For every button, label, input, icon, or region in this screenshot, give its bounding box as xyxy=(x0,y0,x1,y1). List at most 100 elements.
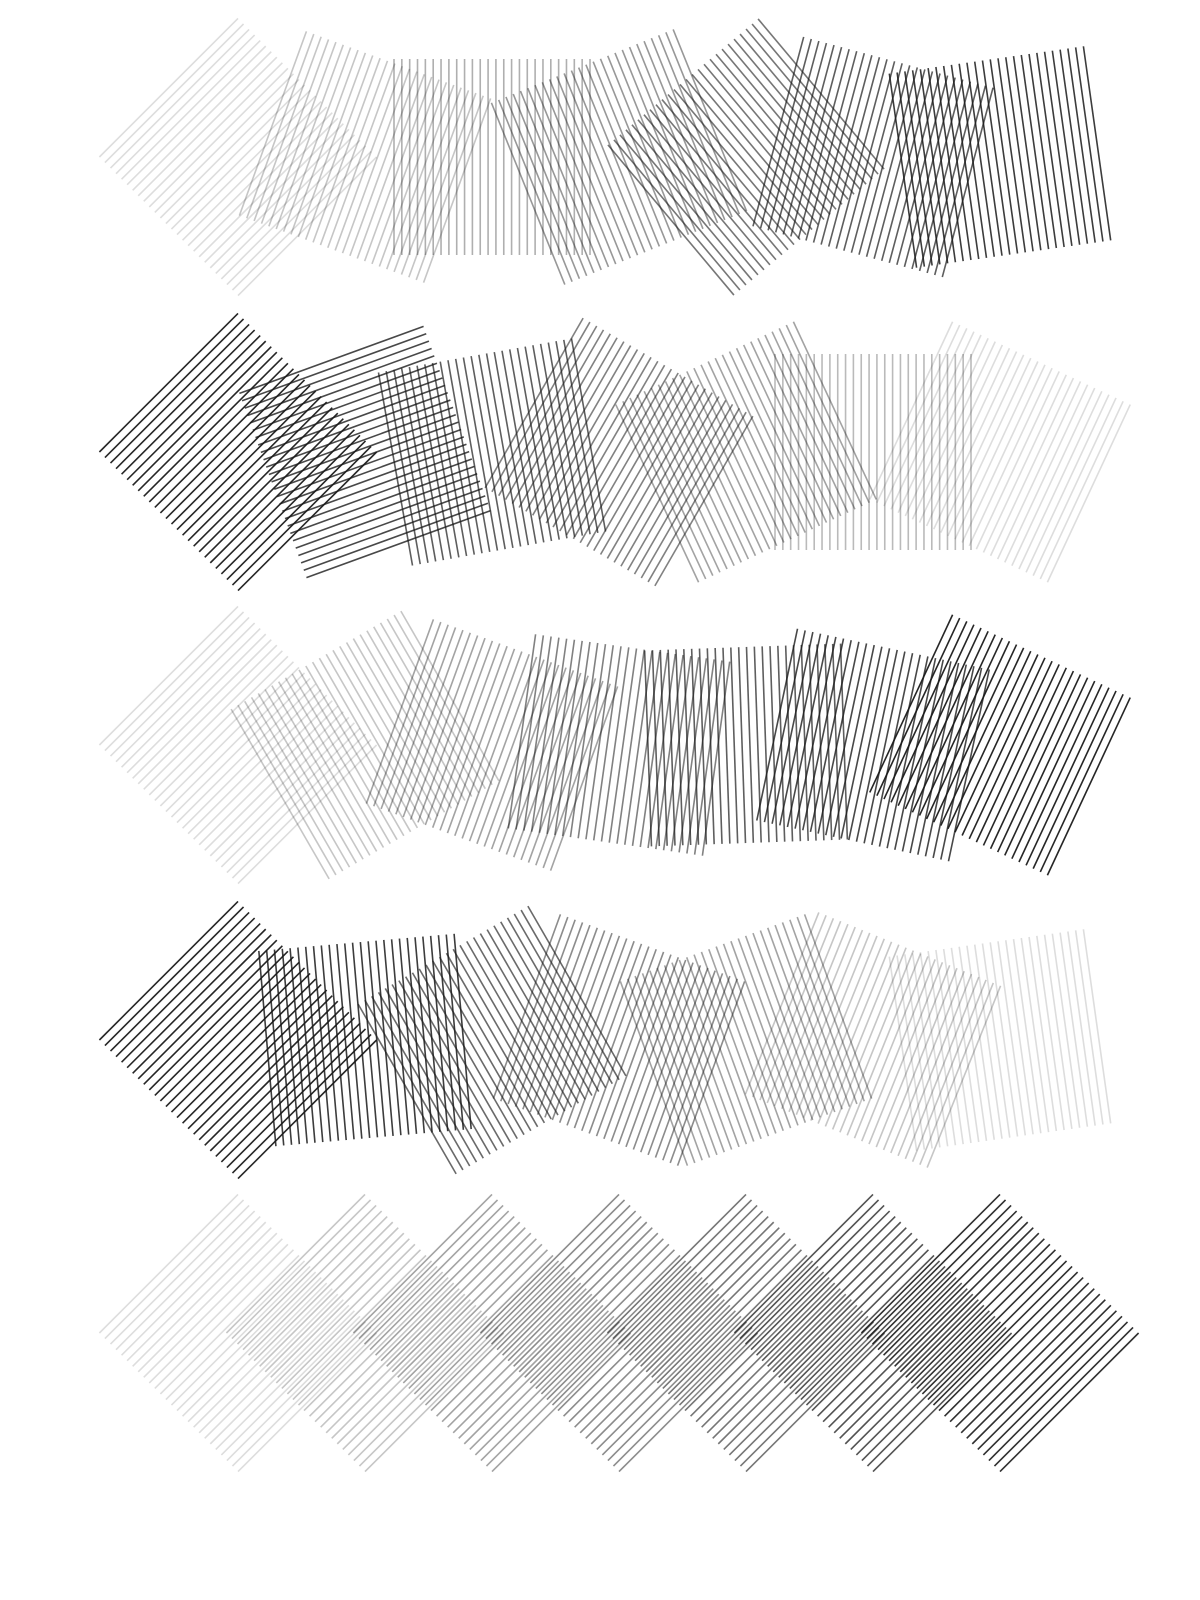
hatch-line xyxy=(258,950,277,1147)
hatch-line xyxy=(586,376,686,548)
hatch-line xyxy=(215,134,355,274)
hatch-line xyxy=(367,941,387,1137)
hatch-line xyxy=(708,948,777,1134)
hatch-line xyxy=(181,1276,322,1417)
hatch-line xyxy=(781,926,856,1110)
hatch-line xyxy=(225,1193,366,1334)
hatch-line xyxy=(610,957,680,1142)
hatch-line xyxy=(545,353,645,524)
hatch-line xyxy=(263,391,448,461)
hatch-line xyxy=(897,334,982,513)
hatch-line xyxy=(292,1260,433,1401)
hatch-line xyxy=(275,1243,416,1384)
hatch-line xyxy=(918,344,1004,523)
hatch-line xyxy=(237,1039,378,1180)
hatch-line xyxy=(795,932,871,1116)
hatch-line xyxy=(300,495,486,564)
hatch-line xyxy=(551,1265,692,1406)
hatch-line xyxy=(231,445,372,586)
hatch-line xyxy=(606,1193,747,1334)
hatch-line xyxy=(536,930,606,1115)
hatch-line xyxy=(390,939,410,1135)
hatch-line xyxy=(643,40,719,224)
hatch-line xyxy=(935,949,964,1145)
hatch-line xyxy=(753,646,762,843)
hatch-line xyxy=(204,711,344,851)
hatch-line xyxy=(193,112,333,252)
hatch-line xyxy=(734,1321,875,1462)
hatch-line xyxy=(811,1271,952,1412)
hatch-line xyxy=(651,650,661,847)
hatch-line xyxy=(745,646,755,843)
hatch-line xyxy=(655,104,783,256)
hatch-line xyxy=(773,923,849,1107)
hatch-line xyxy=(257,693,357,864)
hatch-line xyxy=(369,1210,510,1351)
hatch-line xyxy=(454,651,523,837)
hatched-square xyxy=(479,1193,759,1473)
hatch-line xyxy=(919,982,995,1165)
hatch-line xyxy=(890,970,965,1154)
hatch-line xyxy=(640,407,740,579)
hatch-line xyxy=(408,1249,549,1390)
hatch-line xyxy=(220,139,361,280)
hatch-line xyxy=(585,64,661,247)
hatch-line xyxy=(574,1288,714,1428)
square-rows xyxy=(98,17,1140,1473)
hatch-line xyxy=(447,360,483,554)
hatch-line xyxy=(529,927,599,1113)
hatch-line xyxy=(997,941,1027,1136)
hatch-line xyxy=(176,1271,317,1412)
hatch-line xyxy=(418,968,518,1139)
hatch-line xyxy=(556,76,632,259)
hatch-line xyxy=(1039,400,1124,580)
hatch-line xyxy=(744,935,814,1121)
hatch-line xyxy=(619,981,689,1166)
hatch-line xyxy=(209,423,350,564)
hatch-line xyxy=(958,63,988,258)
hatched-square xyxy=(98,1193,378,1473)
hatch-line xyxy=(803,914,873,1099)
hatch-line xyxy=(896,72,926,267)
hatch-line xyxy=(903,77,956,268)
hatch-line xyxy=(143,945,283,1085)
hatch-line xyxy=(712,1299,852,1439)
hatch-line xyxy=(490,664,560,850)
hatch-line xyxy=(439,645,508,831)
hatch-line xyxy=(115,917,256,1058)
hatch-line xyxy=(181,395,322,536)
hatch-line xyxy=(728,1315,869,1456)
hatch-line xyxy=(382,939,402,1136)
hatch-line xyxy=(297,52,367,238)
hatch-line xyxy=(176,390,317,531)
hatch-line xyxy=(431,643,501,828)
hatch-line xyxy=(363,76,433,262)
hatch-line xyxy=(835,59,888,249)
row-4 xyxy=(98,900,1112,1180)
hatch-line xyxy=(154,1249,295,1390)
hatch-line xyxy=(422,98,492,283)
hatch-line xyxy=(1032,690,1117,869)
hatch-line xyxy=(756,1216,896,1356)
hatched-square xyxy=(377,338,607,566)
hatch-line xyxy=(782,44,835,235)
hatch-line xyxy=(154,73,295,214)
hatch-line xyxy=(538,349,639,520)
hatch-line xyxy=(506,917,607,1089)
hatch-line xyxy=(671,377,757,557)
hatch-line xyxy=(631,651,661,846)
hatch-line xyxy=(783,1243,924,1384)
hatch-line xyxy=(109,911,250,1052)
hatch-line xyxy=(678,658,708,853)
hatch-line xyxy=(623,1210,764,1351)
hatch-line xyxy=(905,1238,1045,1378)
hatch-line xyxy=(170,1265,311,1406)
hatch-line xyxy=(357,1003,457,1175)
hatch-line xyxy=(706,648,715,845)
hatch-line xyxy=(861,1321,1002,1462)
hatch-line xyxy=(721,48,849,200)
hatch-line xyxy=(656,967,726,1153)
hatch-line xyxy=(512,93,588,277)
hatch-line xyxy=(866,1326,1007,1467)
hatch-line xyxy=(98,17,239,158)
